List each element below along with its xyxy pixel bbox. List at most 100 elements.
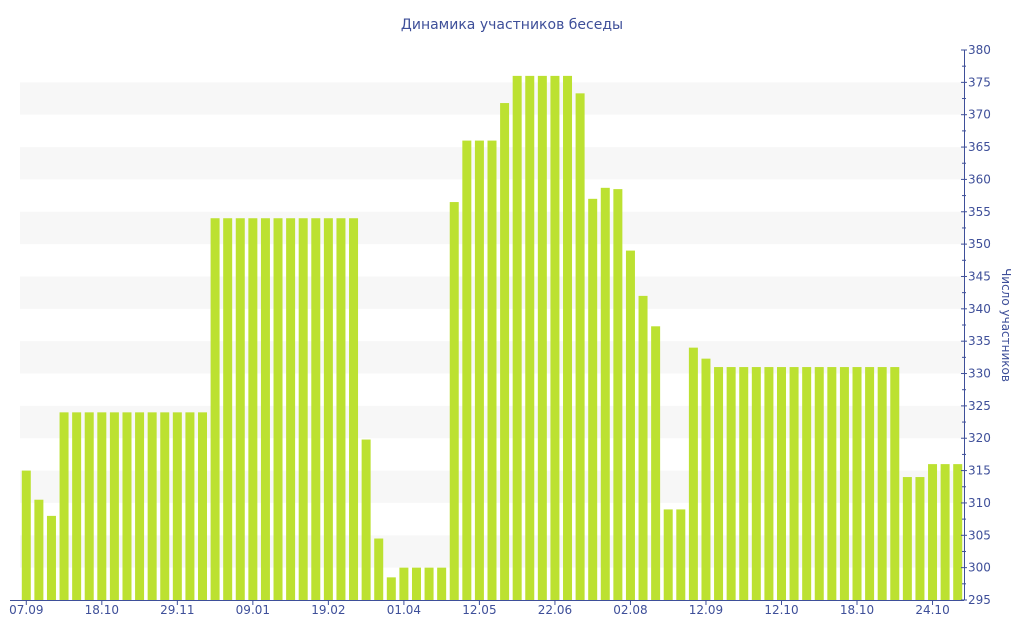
y-tick-label: 360 bbox=[968, 172, 991, 186]
bar bbox=[97, 412, 107, 600]
bar bbox=[915, 477, 925, 600]
bar bbox=[349, 218, 359, 600]
bar bbox=[449, 202, 459, 600]
bar bbox=[210, 218, 220, 600]
bar bbox=[537, 75, 547, 601]
bar bbox=[613, 189, 623, 600]
bar bbox=[890, 367, 900, 600]
bar bbox=[84, 412, 94, 600]
bar bbox=[764, 367, 774, 600]
bar bbox=[374, 538, 384, 600]
bar bbox=[525, 75, 535, 601]
bar bbox=[928, 464, 938, 600]
bar bbox=[336, 218, 346, 600]
bar bbox=[701, 358, 711, 600]
bar bbox=[676, 509, 686, 600]
bar bbox=[852, 367, 862, 600]
bar bbox=[248, 218, 258, 600]
bar bbox=[399, 567, 409, 600]
x-tick-label: 12.10 bbox=[764, 603, 798, 617]
y-tick-label: 325 bbox=[968, 399, 991, 413]
y-tick-label: 350 bbox=[968, 237, 991, 251]
bar bbox=[953, 464, 963, 600]
x-tick-label: 22.06 bbox=[538, 603, 572, 617]
x-tick-label: 19.02 bbox=[311, 603, 345, 617]
bar bbox=[223, 218, 233, 600]
bar bbox=[185, 412, 195, 600]
bar bbox=[814, 367, 824, 600]
bar bbox=[688, 347, 698, 600]
bar bbox=[462, 140, 472, 600]
bar bbox=[500, 103, 510, 600]
bar bbox=[651, 326, 661, 600]
bar bbox=[714, 367, 724, 600]
x-tick-label: 07.09 bbox=[9, 603, 43, 617]
bar bbox=[789, 367, 799, 600]
bar bbox=[298, 218, 308, 600]
bar bbox=[437, 567, 447, 600]
bar bbox=[273, 218, 283, 600]
bar bbox=[512, 75, 522, 601]
bar bbox=[386, 577, 396, 600]
x-tick-label: 09.01 bbox=[236, 603, 270, 617]
x-tick-label: 02.08 bbox=[613, 603, 647, 617]
bar bbox=[776, 367, 786, 600]
bar bbox=[160, 412, 170, 600]
bar bbox=[46, 515, 56, 600]
bar bbox=[59, 412, 69, 600]
y-tick-label: 380 bbox=[968, 43, 991, 57]
grid-band bbox=[20, 82, 964, 115]
bar bbox=[260, 218, 270, 600]
bar bbox=[865, 367, 875, 600]
bar bbox=[21, 470, 31, 600]
y-tick-label: 375 bbox=[968, 75, 991, 89]
bar bbox=[563, 75, 573, 601]
bar bbox=[172, 412, 182, 600]
y-tick-label: 300 bbox=[968, 561, 991, 575]
bar bbox=[575, 93, 585, 601]
bar bbox=[588, 198, 598, 600]
bar bbox=[902, 477, 912, 600]
y-tick-label: 330 bbox=[968, 367, 991, 381]
bar bbox=[839, 367, 849, 600]
bar bbox=[323, 218, 333, 600]
bar bbox=[638, 295, 648, 600]
y-tick-label: 335 bbox=[968, 334, 991, 348]
y-tick-label: 345 bbox=[968, 269, 991, 283]
bar bbox=[739, 367, 749, 600]
bar bbox=[827, 367, 837, 600]
bar bbox=[550, 75, 560, 601]
bar bbox=[122, 412, 132, 600]
y-tick-label: 310 bbox=[968, 496, 991, 510]
x-tick-label: 12.05 bbox=[462, 603, 496, 617]
bar bbox=[474, 140, 484, 600]
x-tick-label: 29.11 bbox=[160, 603, 194, 617]
bar bbox=[286, 218, 296, 600]
x-tick-label: 01.04 bbox=[387, 603, 421, 617]
y-tick-label: 320 bbox=[968, 431, 991, 445]
y-tick-label: 355 bbox=[968, 205, 991, 219]
x-tick-label: 12.09 bbox=[689, 603, 723, 617]
x-tick-label: 24.10 bbox=[915, 603, 949, 617]
bar bbox=[663, 509, 673, 600]
bar bbox=[361, 439, 371, 600]
y-tick-label: 365 bbox=[968, 140, 991, 154]
bar bbox=[72, 412, 82, 600]
bar bbox=[877, 367, 887, 600]
bar bbox=[135, 412, 145, 600]
y-tick-label: 295 bbox=[968, 593, 991, 607]
bar bbox=[424, 567, 434, 600]
bar bbox=[198, 412, 208, 600]
x-tick-label: 18.10 bbox=[840, 603, 874, 617]
y-tick-label: 305 bbox=[968, 528, 991, 542]
bar bbox=[751, 367, 761, 600]
bar bbox=[940, 464, 950, 600]
x-tick-label: 18.10 bbox=[85, 603, 119, 617]
bar bbox=[109, 412, 119, 600]
y-axis-label: Число участников bbox=[999, 268, 1013, 382]
chart-title: Динамика участников беседы bbox=[401, 17, 623, 33]
bar bbox=[34, 499, 44, 600]
bar bbox=[411, 567, 421, 600]
bar bbox=[235, 218, 245, 600]
